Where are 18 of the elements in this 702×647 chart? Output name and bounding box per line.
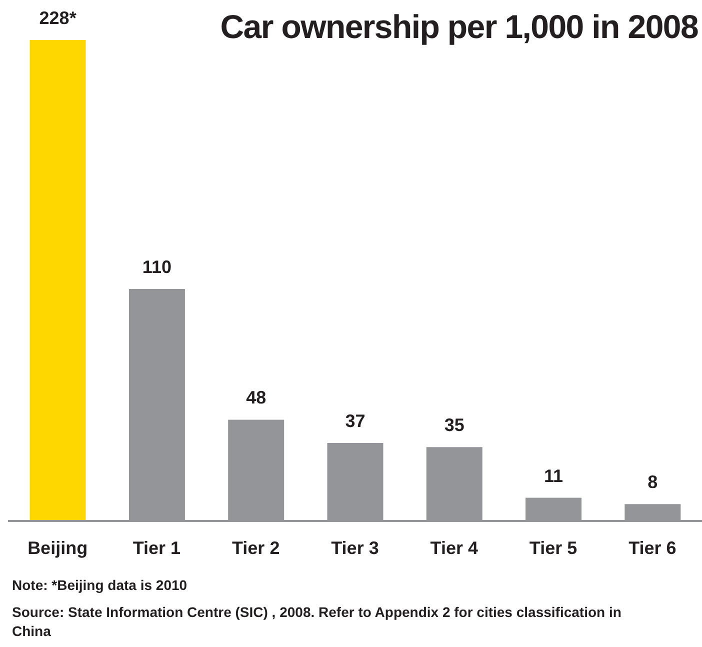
x-tick-label: Tier 4 — [430, 538, 478, 558]
data-label: 11 — [544, 466, 564, 486]
x-tick-label: Tier 2 — [232, 538, 280, 558]
x-tick-label: Tier 1 — [132, 538, 181, 558]
data-label: 110 — [142, 256, 172, 277]
text: Note: *Beijing data is 2010 — [12, 576, 188, 595]
data-label: 35 — [444, 415, 464, 436]
source-note: Source: State Information Centre (SIC) , 2008. Refer to Appendix 2 for cities classification in China — [12, 603, 622, 641]
data-label: 48 — [246, 388, 266, 408]
x-tick-label: Tier 5 — [529, 538, 578, 558]
chart-title: Car ownership per 1,000 in 2008 — [220, 8, 698, 46]
x-tick-label: Beijing — [28, 538, 88, 558]
data-label: 228* — [39, 8, 76, 28]
x-tick-label: Tier 3 — [331, 538, 379, 558]
data-label: 8 — [648, 472, 658, 492]
x-tick-label: Tier 6 — [628, 538, 676, 558]
bar — [30, 40, 86, 521]
data-label: 37 — [345, 410, 366, 431]
